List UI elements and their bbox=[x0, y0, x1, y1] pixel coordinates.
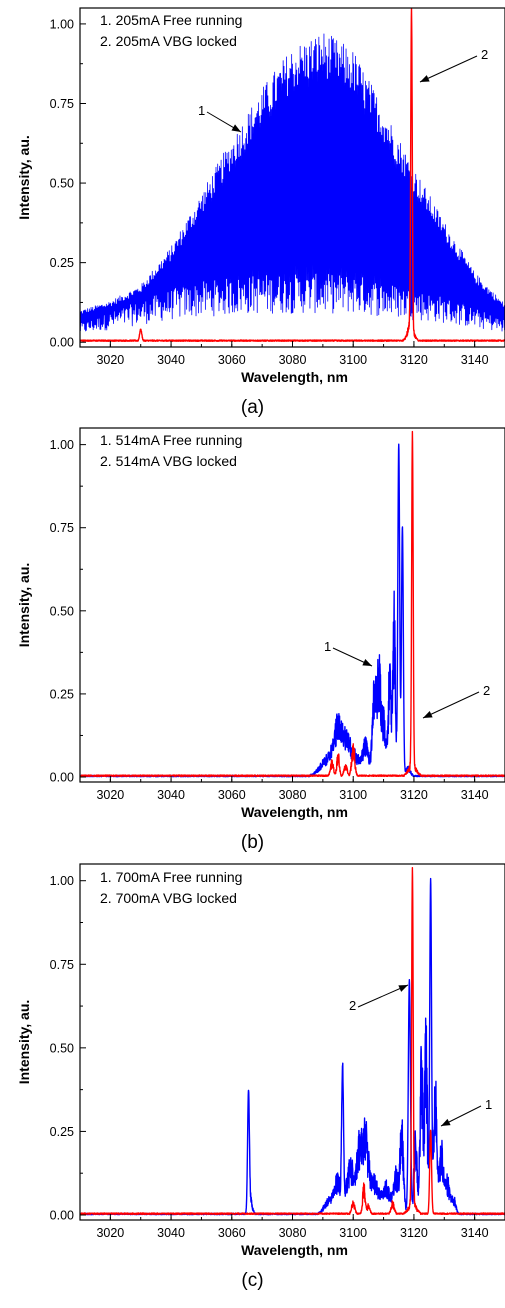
x-tick-label: 3080 bbox=[279, 788, 307, 802]
series-line-1 bbox=[80, 443, 505, 778]
x-tick-label: 3140 bbox=[461, 353, 489, 367]
annotation-arrow-head bbox=[420, 75, 430, 82]
x-tick-label: 3060 bbox=[218, 788, 246, 802]
panel-label: (b) bbox=[241, 832, 264, 853]
y-tick-label: 0.00 bbox=[50, 336, 74, 350]
series-line-1 bbox=[80, 33, 505, 332]
annotation-arrow-line bbox=[357, 984, 409, 1008]
x-tick-label: 3100 bbox=[339, 353, 367, 367]
y-axis-label: Intensity, au. bbox=[16, 563, 32, 648]
annotation-label: 1 bbox=[324, 639, 331, 654]
plot-area bbox=[80, 8, 505, 342]
legend-entry-1: 1. 700mA Free running bbox=[100, 869, 242, 885]
y-tick-label: 0.25 bbox=[50, 1125, 74, 1139]
chart-panel-2: 3020 3040 3060 3080 3100 3120 3140 0.00 0.25 0.50… bbox=[16, 427, 505, 853]
plot-area bbox=[80, 430, 505, 778]
plot-frame bbox=[79, 427, 505, 783]
x-axis-label: Wavelength, nm bbox=[241, 369, 348, 385]
legend-entry-1: 1. 205mA Free running bbox=[100, 12, 242, 28]
y-axis-label: Intensity, au. bbox=[16, 1000, 32, 1085]
x-tick-label: 3080 bbox=[279, 353, 307, 367]
x-tick-label: 3060 bbox=[218, 1226, 246, 1240]
x-tick-label: 3060 bbox=[218, 353, 246, 367]
x-tick-label: 3120 bbox=[400, 353, 428, 367]
chart-panel-1: 3020 3040 3060 3080 3100 3120 3140 0.00 0.25 0.50… bbox=[16, 7, 505, 418]
legend-entry-2: 2. 514mA VBG locked bbox=[100, 453, 237, 469]
annotation-label: 1 bbox=[485, 1097, 492, 1112]
y-tick-label: 0.25 bbox=[50, 256, 74, 270]
x-tick-label: 3020 bbox=[96, 353, 124, 367]
annotation-arrow-head bbox=[441, 1118, 451, 1126]
y-tick-label: 0.75 bbox=[50, 958, 74, 972]
panel-label: (a) bbox=[241, 397, 264, 418]
annotation-label: 1 bbox=[198, 103, 205, 118]
x-axis-label: Wavelength, nm bbox=[241, 1242, 348, 1258]
panel-label: (c) bbox=[241, 1270, 263, 1291]
x-tick-label: 3040 bbox=[157, 788, 185, 802]
legend-entry-2: 2. 205mA VBG locked bbox=[100, 33, 237, 49]
y-axis-label: Intensity, au. bbox=[16, 135, 32, 220]
chart-panel-3: 3020 3040 3060 3080 3100 3120 3140 0.00 0.25 0.50… bbox=[16, 863, 505, 1291]
y-tick-label: 0.75 bbox=[50, 97, 74, 111]
y-tick-label: 1.00 bbox=[50, 17, 74, 31]
series-line-2 bbox=[80, 866, 505, 1216]
annotation-arrow-head bbox=[362, 659, 372, 666]
plot-area bbox=[80, 866, 505, 1216]
legend-entry-1: 1. 514mA Free running bbox=[100, 432, 242, 448]
annotation-label: 2 bbox=[349, 998, 356, 1013]
x-tick-label: 3100 bbox=[339, 1226, 367, 1240]
y-tick-label: 0.50 bbox=[50, 177, 74, 191]
x-tick-label: 3020 bbox=[96, 788, 124, 802]
annotation-arrow-head bbox=[398, 985, 408, 992]
legend-entry-2: 2. 700mA VBG locked bbox=[100, 890, 237, 906]
x-tick-label: 3080 bbox=[279, 1226, 307, 1240]
annotation-arrow-head bbox=[423, 711, 433, 718]
y-tick-label: 0.50 bbox=[50, 1041, 74, 1055]
y-tick-label: 0.75 bbox=[50, 521, 74, 535]
x-tick-label: 3020 bbox=[96, 1226, 124, 1240]
annotation-arrow-line bbox=[419, 55, 478, 83]
annotation-label: 2 bbox=[483, 683, 490, 698]
y-tick-label: 1.00 bbox=[50, 438, 74, 452]
annotation-arrow-head bbox=[231, 124, 241, 132]
x-tick-label: 3040 bbox=[157, 353, 185, 367]
y-tick-label: 0.25 bbox=[50, 687, 74, 701]
y-tick-label: 0.50 bbox=[50, 604, 74, 618]
series-line-2 bbox=[80, 430, 505, 778]
x-tick-label: 3040 bbox=[157, 1226, 185, 1240]
x-tick-label: 3140 bbox=[461, 788, 489, 802]
annotation-label: 2 bbox=[481, 47, 488, 62]
x-tick-label: 3140 bbox=[461, 1226, 489, 1240]
y-tick-label: 1.00 bbox=[50, 874, 74, 888]
annotation-arrow-line bbox=[422, 691, 480, 719]
x-tick-label: 3120 bbox=[400, 1226, 428, 1240]
y-tick-label: 0.00 bbox=[50, 1208, 74, 1222]
x-tick-label: 3120 bbox=[400, 788, 428, 802]
y-tick-label: 0.00 bbox=[50, 771, 74, 785]
x-tick-label: 3100 bbox=[339, 788, 367, 802]
x-axis-label: Wavelength, nm bbox=[241, 804, 348, 820]
series-line-1 bbox=[80, 877, 505, 1216]
